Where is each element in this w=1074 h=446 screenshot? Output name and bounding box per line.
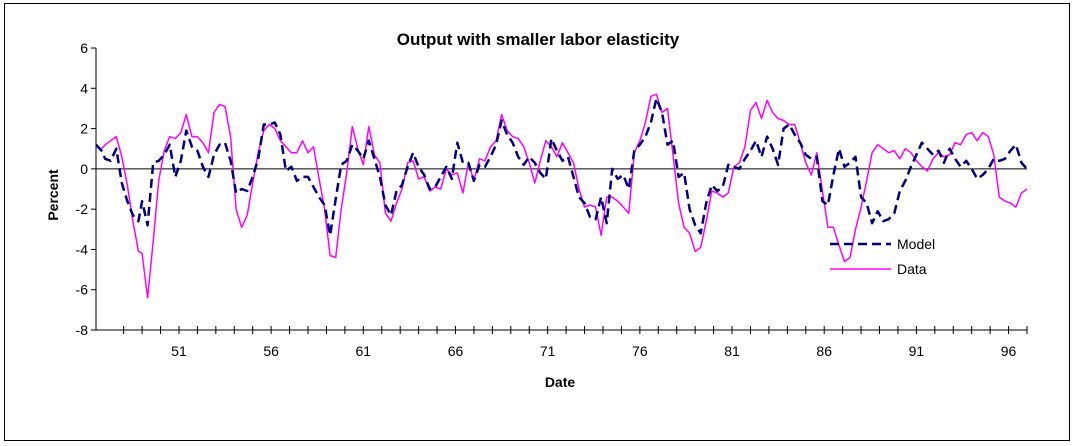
x-tick-label: 81 bbox=[724, 343, 740, 359]
y-tick-label: 6 bbox=[80, 40, 88, 56]
y-tick-label: 0 bbox=[80, 161, 88, 177]
x-tick-label: 91 bbox=[909, 343, 925, 359]
series-layer bbox=[95, 93, 1028, 299]
chart-title: Output with smaller labor elasticity bbox=[397, 30, 680, 49]
legend: Model Data bbox=[830, 236, 935, 277]
series-line-model bbox=[95, 97, 1028, 237]
y-tick-label: 2 bbox=[80, 121, 88, 137]
x-tick-label: 86 bbox=[816, 343, 832, 359]
chart-frame: Output with smaller labor elasticity Per… bbox=[4, 3, 1070, 441]
line-chart: Output with smaller labor elasticity Per… bbox=[45, 30, 1028, 390]
legend-label-data: Data bbox=[897, 261, 927, 277]
x-tick-label: 51 bbox=[171, 343, 187, 359]
x-tick-label: 61 bbox=[356, 343, 372, 359]
x-tick-label: 96 bbox=[1001, 343, 1017, 359]
y-tick-label: -4 bbox=[76, 241, 89, 257]
x-axis-title: Date bbox=[545, 374, 576, 390]
x-tick-label: 56 bbox=[263, 343, 279, 359]
y-axis-title: Percent bbox=[45, 169, 61, 221]
legend-label-model: Model bbox=[897, 236, 935, 252]
x-tick-label: 66 bbox=[448, 343, 464, 359]
series-line-data bbox=[95, 93, 1028, 299]
y-tick-label: 4 bbox=[80, 80, 88, 96]
x-tick-label: 71 bbox=[540, 343, 556, 359]
y-tick-label: -8 bbox=[76, 322, 89, 338]
y-tick-label: -2 bbox=[76, 201, 89, 217]
x-tick-label: 76 bbox=[632, 343, 648, 359]
y-tick-label: -6 bbox=[76, 282, 89, 298]
